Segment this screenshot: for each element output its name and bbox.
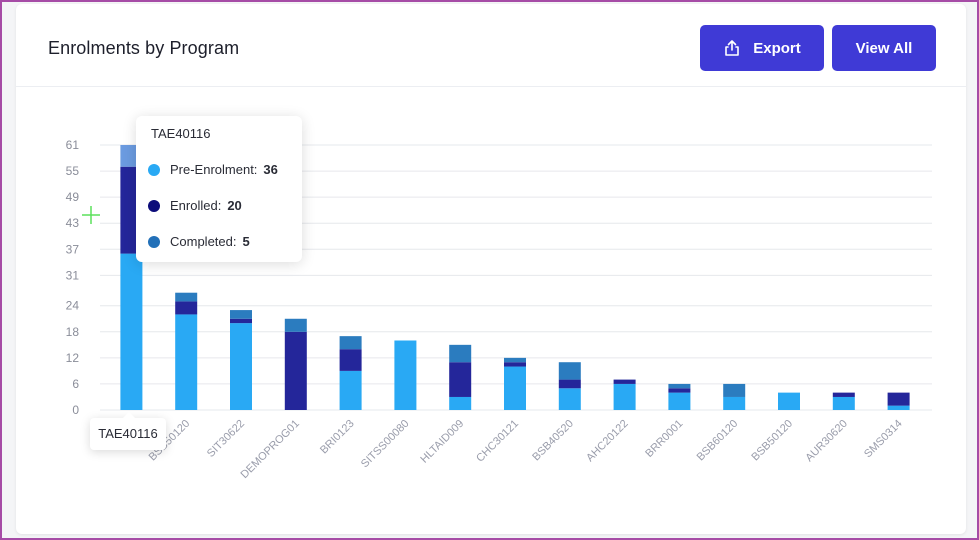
x-axis-tooltip: TAE40116 — [90, 412, 166, 450]
x-tick-label: AHC20122 — [584, 418, 631, 465]
x-tick-label: BRI0123 — [318, 418, 357, 457]
x-tick-label: DEMOPROG01 — [239, 418, 302, 481]
y-tick-label: 37 — [66, 242, 80, 256]
bar-completed — [449, 344, 472, 363]
bar-enrolled — [613, 379, 636, 384]
tooltip-value: 36 — [263, 162, 278, 177]
bar-completed — [230, 310, 252, 319]
x-tick-label: AUR30620 — [803, 418, 850, 465]
bar-completed — [668, 383, 691, 389]
enrolments-chart: 0 6 12 18 24 31 37 43 49 55 61 BSB50120 SIT30622DEMO… — [66, 138, 932, 481]
tooltip-row-pre-enrolment: Pre-Enrolment: 36 — [148, 162, 278, 177]
tooltip-label: Enrolled: — [170, 198, 222, 213]
bar-enrolled — [284, 331, 307, 410]
y-tick-label: 12 — [66, 351, 80, 365]
bar-enrolled — [175, 301, 198, 315]
pre-enrolment-dot-icon — [148, 163, 160, 176]
bar-completed — [558, 362, 581, 380]
bar-pre-enrolment — [723, 396, 746, 410]
bar-pre-enrolment — [832, 396, 855, 410]
bar-completed — [504, 357, 526, 363]
y-tick-label: 55 — [66, 164, 80, 178]
tooltip-value: 5 — [242, 234, 250, 249]
bar-enrolled — [449, 362, 472, 397]
bar-pre-enrolment — [394, 340, 417, 410]
bar-pre-enrolment — [613, 383, 636, 410]
bar-enrolled — [339, 349, 362, 371]
bar-completed — [175, 292, 198, 302]
x-tick-label: SITSS00080 — [359, 418, 412, 471]
bar-completed — [339, 336, 362, 350]
bar-pre-enrolment — [778, 392, 800, 410]
y-tick-label: 43 — [66, 216, 80, 230]
bar-pre-enrolment — [558, 388, 581, 410]
chart-tooltip: TAE40116 Pre-Enrolment: 36 Enrolled: 20 … — [136, 116, 302, 262]
bar-enrolled — [832, 392, 855, 397]
view-all-button-label: View All — [855, 39, 913, 57]
card-title: Enrolments by Program — [48, 38, 240, 58]
tooltip-value: 20 — [227, 198, 242, 213]
bar-pre-enrolment — [449, 396, 472, 410]
x-tick-label: HLTAID009 — [418, 418, 466, 466]
y-tick-label: 0 — [72, 403, 79, 417]
bar-enrolled — [558, 379, 581, 389]
view-all-button[interactable]: View All — [832, 25, 936, 71]
tooltip-label: Completed: — [170, 234, 237, 249]
export-button[interactable]: Export — [700, 25, 824, 71]
bar-enrolled — [887, 392, 910, 406]
card-header: Enrolments by Program Export View All — [16, 4, 966, 87]
bar-pre-enrolment — [887, 405, 910, 410]
tooltip-label: Pre-Enrolment: — [170, 162, 258, 177]
enrolments-card: Enrolments by Program Export View All 0 6… — [16, 4, 966, 534]
tooltip-row-completed: Completed: 5 — [148, 234, 250, 249]
bar-enrolled — [668, 388, 691, 393]
y-tick-label: 18 — [66, 325, 80, 339]
x-tick-label: BRR0001 — [643, 418, 685, 460]
bar-pre-enrolment — [339, 370, 362, 410]
bar-pre-enrolment — [668, 392, 691, 410]
bar-enrolled — [504, 362, 526, 367]
y-tick-label: 6 — [72, 377, 79, 391]
y-tick-label: 31 — [66, 268, 80, 282]
enrolled-dot-icon — [148, 199, 160, 212]
y-tick-label: 61 — [66, 138, 80, 152]
y-tick-label: 49 — [66, 190, 80, 204]
x-tick-label: BSB40520 — [530, 418, 576, 464]
bar-pre-enrolment — [230, 323, 252, 410]
x-tick-label: CHC30121 — [474, 418, 521, 465]
export-icon — [725, 40, 740, 56]
bar-pre-enrolment — [120, 253, 143, 410]
x-tick-label: BSB50120 — [749, 418, 795, 464]
bar-enrolled — [230, 318, 252, 324]
x-tick-label: BSB60120 — [695, 418, 741, 464]
y-tick-label: 24 — [66, 299, 80, 313]
bar-completed — [284, 318, 307, 332]
bar-pre-enrolment — [175, 314, 198, 410]
export-button-label: Export — [753, 39, 801, 57]
x-tick-label: SMS0314 — [862, 418, 905, 461]
bar-completed — [723, 383, 746, 397]
bar-pre-enrolment — [504, 366, 526, 410]
x-tick-label: SIT30622 — [205, 418, 247, 460]
tooltip-title: TAE40116 — [151, 126, 211, 141]
tooltip-row-enrolled: Enrolled: 20 — [148, 198, 242, 213]
completed-dot-icon — [148, 235, 160, 248]
crosshair-icon — [82, 206, 100, 224]
